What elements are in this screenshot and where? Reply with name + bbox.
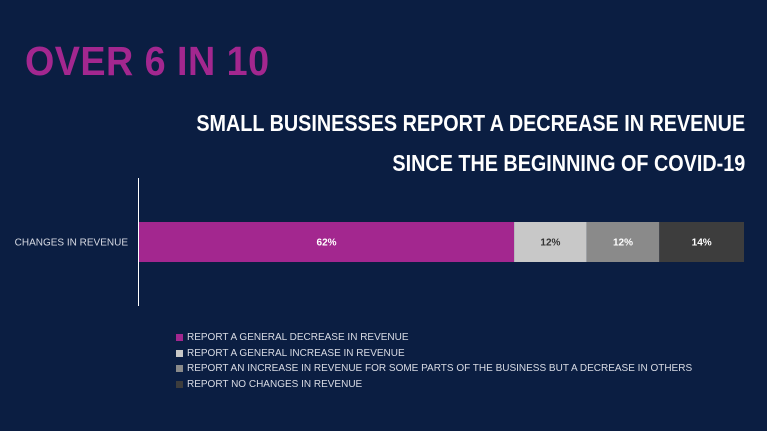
- category-label: CHANGES IN REVENUE: [15, 238, 129, 249]
- legend-item: REPORT A GENERAL DECREASE IN REVENUE: [176, 330, 692, 346]
- headline: OVER 6 IN 10: [25, 38, 270, 84]
- data-label: 62%: [317, 238, 337, 249]
- data-label: 12%: [613, 238, 633, 249]
- legend-label: REPORT NO CHANGES IN REVENUE: [187, 378, 363, 390]
- bar-segment: [514, 222, 587, 262]
- data-label: 14%: [692, 238, 712, 249]
- chart-legend: REPORT A GENERAL DECREASE IN REVENUE REP…: [176, 330, 692, 392]
- legend-label: REPORT A GENERAL INCREASE IN REVENUE: [187, 347, 405, 359]
- stacked-bar-chart: CHANGES IN REVENUE 62% 12% 12% 14%: [15, 178, 744, 306]
- chart-title-line-2: SINCE THE BEGINNING OF COVID-19: [392, 150, 745, 176]
- legend-item: REPORT AN INCREASE IN REVENUE FOR SOME P…: [176, 361, 692, 377]
- bar-segment: [586, 222, 660, 262]
- bar-segment: [139, 222, 515, 262]
- legend-item: REPORT NO CHANGES IN REVENUE: [176, 377, 692, 393]
- legend-label: REPORT A GENERAL DECREASE IN REVENUE: [187, 332, 409, 343]
- legend-label: REPORT AN INCREASE IN REVENUE FOR SOME P…: [187, 363, 693, 374]
- legend-swatch: [176, 380, 183, 388]
- legend-swatch: [176, 349, 183, 357]
- chart-title-line-1: SMALL BUSINESSES REPORT A DECREASE IN RE…: [196, 110, 745, 136]
- bar-segment: [659, 222, 744, 262]
- data-label: 12%: [540, 238, 560, 249]
- legend-item: REPORT A GENERAL INCREASE IN REVENUE: [176, 346, 692, 362]
- legend-swatch: [176, 334, 183, 342]
- legend-swatch: [176, 365, 183, 373]
